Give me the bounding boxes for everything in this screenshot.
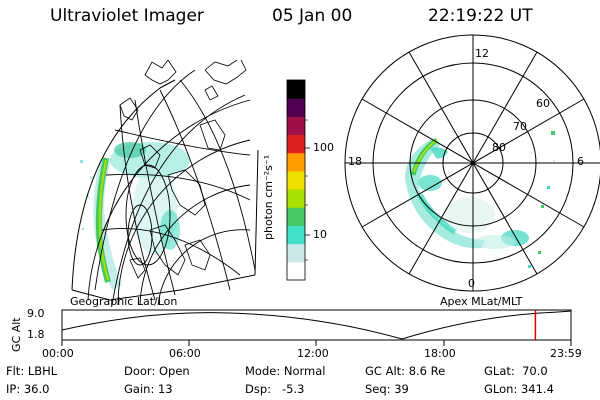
colorbar-band [287, 225, 305, 245]
timeline-ytick-1-8: 1.8 [27, 328, 45, 341]
timeline-ytick-9: 9.0 [27, 307, 45, 320]
geo-panel-label: Geographic Lat/Lon [70, 295, 178, 308]
date-label: 05 Jan 00 [272, 6, 353, 26]
colorbar-band [287, 80, 305, 99]
timeline-xtick-2359: 23:59 [550, 347, 582, 360]
colorbar [286, 79, 310, 281]
info-flt: Flt: LBHL [6, 364, 58, 378]
timeline-ylabel: GC Alt [10, 317, 23, 352]
colorbar-band [287, 207, 305, 226]
colorbar-band [287, 261, 305, 281]
info-glon: GLon: 341.4 [484, 382, 554, 396]
timeline-xtick-0000: 00:00 [42, 347, 74, 360]
polar-panel-label: Apex MLat/MLT [440, 295, 523, 308]
mlt-label-18: 18 [348, 155, 362, 168]
altitude-timeline [61, 309, 572, 346]
polar-aurora-midnight [417, 193, 457, 235]
colorbar-band [287, 116, 305, 136]
info-ip: IP: 36.0 [6, 382, 50, 396]
mlat-label-70: 70 [513, 120, 527, 133]
mlt-label-6: 6 [577, 155, 584, 168]
timeline-xtick-0600: 06:00 [169, 347, 201, 360]
colorbar-band [287, 134, 305, 154]
colorbar-band [287, 170, 305, 190]
mlat-label-60: 60 [536, 97, 550, 110]
time-label: 22:19:22 UT [428, 6, 533, 26]
colorbar-bands [287, 80, 305, 281]
info-dsp: Dsp: -5.3 [245, 382, 305, 396]
colorbar-unit-label: photon cm⁻²s⁻¹ [262, 154, 275, 240]
polar-plot [344, 34, 600, 292]
colorbar-tick-100: 100 [313, 141, 334, 154]
mlt-label-12: 12 [475, 47, 489, 60]
info-gc-alt: GC Alt: 8.6 Re [365, 364, 446, 378]
colorbar-tick-10: 10 [313, 228, 327, 241]
colorbar-band [287, 98, 305, 117]
timeline-xtick-1200: 12:00 [297, 347, 329, 360]
info-seq: Seq: 39 [365, 382, 409, 396]
info-glat: GLat: 70.0 [484, 364, 548, 378]
geographic-map [71, 60, 259, 305]
colorbar-band [287, 243, 305, 263]
timeline-xtick-1800: 18:00 [424, 347, 456, 360]
colorbar-band [287, 152, 305, 172]
colorbar-band [287, 189, 305, 208]
info-mode: Mode: Normal [245, 364, 326, 378]
instrument-title: Ultraviolet Imager [50, 6, 204, 26]
gc-altitude-curve [61, 310, 572, 340]
mlt-label-0: 0 [468, 277, 475, 290]
info-door: Door: Open [124, 364, 190, 378]
geo-aurora-core [98, 159, 109, 281]
info-gain: Gain: 13 [124, 382, 173, 396]
polar-aurora-dusk [405, 139, 485, 249]
mlat-label-80: 80 [492, 141, 506, 154]
